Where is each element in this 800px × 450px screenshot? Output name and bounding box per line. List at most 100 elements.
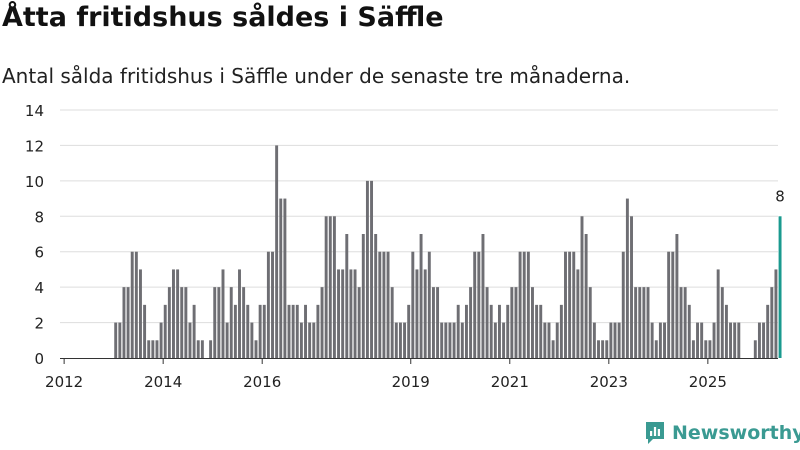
bar: [390, 287, 394, 358]
bar: [753, 340, 757, 358]
bar: [584, 234, 588, 358]
bar: [258, 304, 262, 358]
bar: [720, 287, 724, 358]
bar: [489, 304, 493, 358]
bar: [423, 269, 427, 358]
bar: [200, 340, 204, 358]
bar: [431, 287, 435, 358]
bar: [667, 251, 671, 358]
bar: [708, 340, 712, 358]
bar: [733, 322, 737, 358]
bar: [605, 340, 609, 358]
bar: [312, 322, 316, 358]
bar: [638, 287, 642, 358]
newsworthy-logo-icon: [646, 422, 664, 444]
newsworthy-brand: Newsworthy: [644, 419, 800, 447]
bar: [196, 340, 200, 358]
bar: [597, 340, 600, 358]
bar: [361, 234, 365, 358]
bar: [518, 251, 522, 358]
bar: [440, 322, 444, 358]
bar: [485, 287, 489, 358]
y-axis-labels: 0 2 4 6 8 10 12 14: [25, 102, 44, 368]
bar: [114, 322, 118, 358]
bar: [308, 322, 312, 358]
bar: [675, 234, 679, 358]
bar: [398, 322, 402, 358]
y-tick-label-0: 0: [34, 350, 44, 368]
bar: [394, 322, 398, 358]
bar: [415, 269, 419, 358]
bar: [601, 340, 605, 358]
bar: [225, 322, 229, 358]
bar: [419, 234, 423, 358]
bar: [687, 304, 691, 358]
bar: [559, 304, 563, 358]
y-tick-label-12: 12: [25, 137, 44, 155]
bar: [332, 216, 336, 358]
bar: [411, 251, 415, 358]
y-tick-label-10: 10: [25, 173, 44, 191]
bar: [262, 304, 266, 358]
bar: [299, 322, 303, 358]
bar: [188, 322, 192, 358]
bar: [328, 216, 332, 358]
bar: [522, 251, 526, 358]
bar: [254, 340, 258, 358]
bar: [580, 216, 584, 358]
bar: [663, 322, 666, 358]
bar: [572, 251, 576, 358]
bar: [382, 251, 386, 358]
bar: [770, 287, 774, 358]
bar: [531, 287, 534, 358]
bar: [353, 269, 357, 358]
bar: [246, 304, 250, 358]
bar: [671, 251, 675, 358]
bar: [613, 322, 617, 358]
bar: [473, 251, 477, 358]
x-axis-ticks: [63, 358, 709, 364]
bar: [691, 340, 695, 358]
bar: [592, 322, 596, 358]
bar: [658, 322, 662, 358]
bar: [184, 287, 188, 358]
bar: [287, 304, 291, 358]
bar: [700, 322, 704, 358]
bar: [774, 269, 778, 358]
x-tick-label-2023: 2023: [590, 373, 628, 391]
bar: [724, 304, 728, 358]
bar: [349, 269, 353, 358]
bar: [126, 287, 130, 358]
bar: [320, 287, 324, 358]
bar: [436, 287, 440, 358]
bar: [213, 287, 217, 358]
bar: [510, 287, 514, 358]
bar: [448, 322, 452, 358]
y-tick-label-4: 4: [34, 279, 44, 297]
bar: [642, 287, 646, 358]
bar: [370, 180, 374, 358]
gridlines: [60, 109, 778, 324]
bar: [345, 234, 349, 358]
bar: [539, 304, 543, 358]
bar: [704, 340, 708, 358]
x-tick-label-2016: 2016: [243, 373, 281, 391]
bar: [481, 234, 485, 358]
bar: [506, 304, 510, 358]
bar: [139, 269, 142, 358]
chart-subtitle: Antal sålda fritidshus i Säffle under de…: [2, 64, 631, 88]
bar: [407, 304, 411, 358]
bar: [712, 322, 716, 358]
bar: [464, 304, 468, 358]
bar: [134, 251, 138, 358]
bar: [469, 287, 473, 358]
bar: [617, 322, 621, 358]
bar: [493, 322, 497, 358]
bar: [217, 287, 221, 358]
bar: [456, 304, 460, 358]
bar: [762, 322, 766, 358]
bar: [275, 145, 279, 358]
bar: [266, 251, 270, 358]
bar: [535, 304, 539, 358]
